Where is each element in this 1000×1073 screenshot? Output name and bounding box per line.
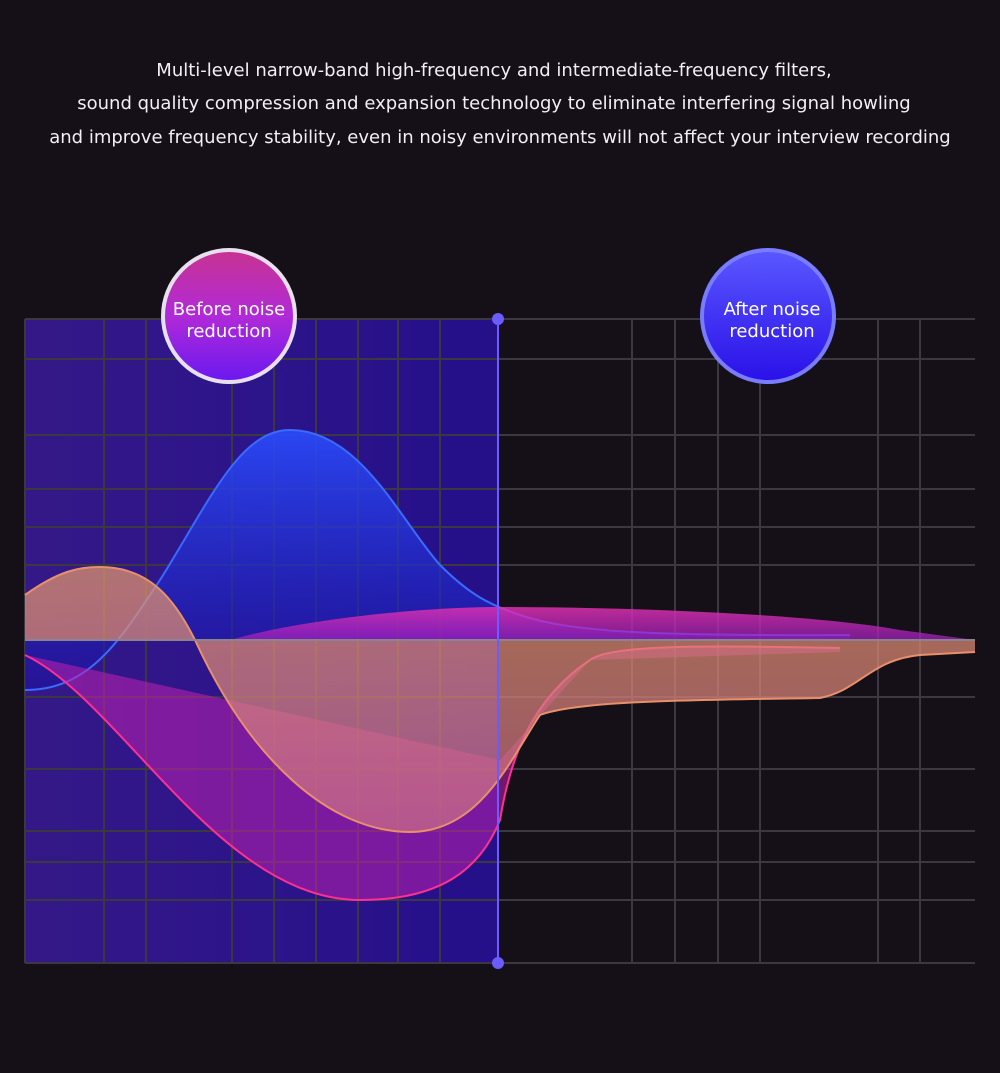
magenta-wave xyxy=(230,607,975,640)
description-line: Multi-level narrow-band high-frequency a… xyxy=(156,60,831,81)
blue-wave xyxy=(25,430,850,690)
badge-text: After noise xyxy=(724,299,821,320)
description-line: and improve frequency stability, even in… xyxy=(49,127,951,148)
divider-dot xyxy=(492,313,504,325)
after-badge xyxy=(700,248,836,384)
badge-text: Before noise xyxy=(173,299,285,320)
before-badge xyxy=(161,248,297,384)
orange-wave xyxy=(25,567,975,832)
description-line: sound quality compression and expansion … xyxy=(77,93,911,114)
badge-text: reduction xyxy=(729,321,814,342)
orange-line xyxy=(24,565,976,834)
badge-text: reduction xyxy=(186,321,271,342)
divider-dot xyxy=(492,957,504,969)
